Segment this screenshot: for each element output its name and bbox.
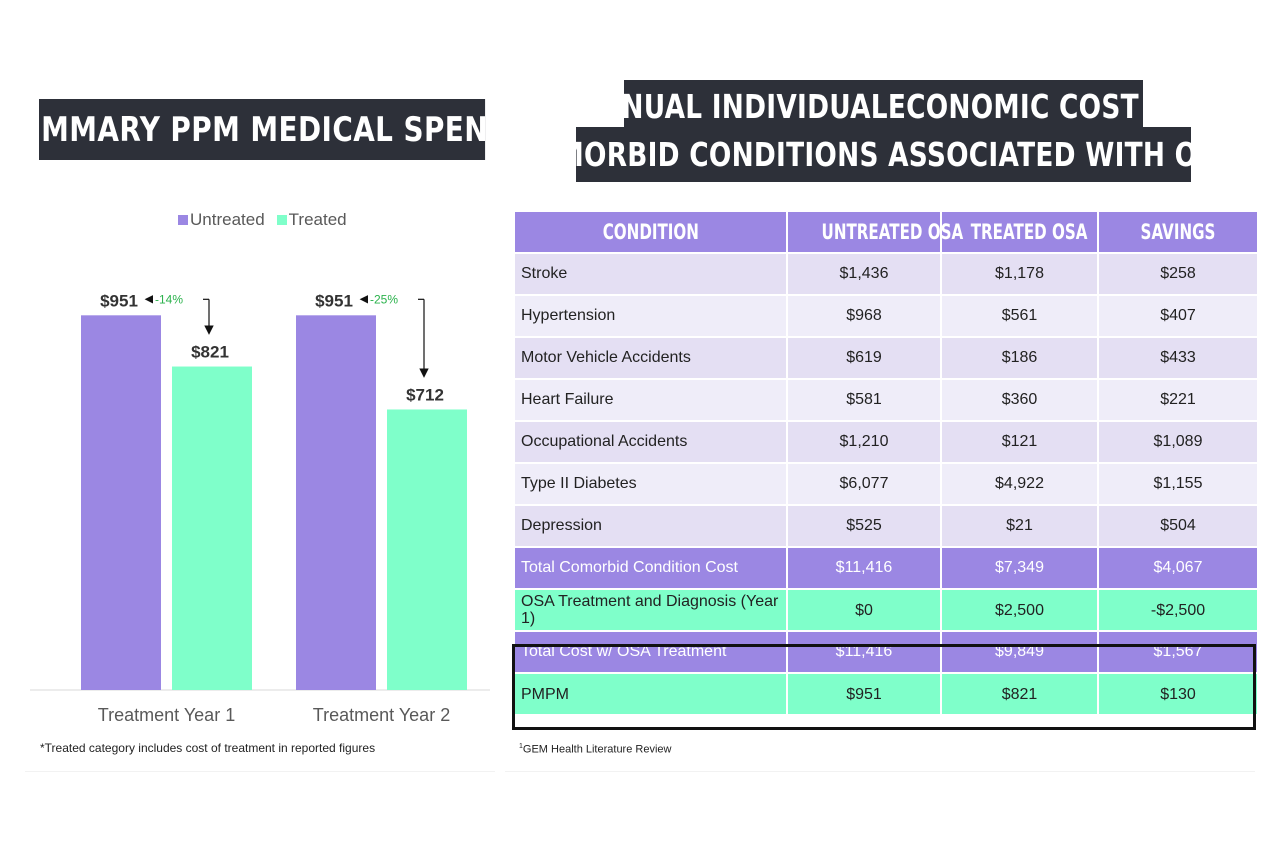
table-row-osa-treatment-and-diagnosis: OSA Treatment and Diagnosis (Year 1) $0 $2… xyxy=(513,588,1259,632)
divider xyxy=(25,771,495,772)
table-title: ANNUAL INDIVIDUALECONOMIC COST OF COMORB… xyxy=(515,80,1252,182)
table-row-stroke: Stroke $1,436 $1,178 $258 xyxy=(513,252,1259,296)
change-label-bg-2 xyxy=(367,291,401,308)
savings-cell: $221 xyxy=(1097,378,1259,422)
untreated-osa-cell: $525 xyxy=(786,504,942,548)
legend-item-untreated: Untreated xyxy=(178,210,265,230)
data-label-untreated-1: $951 xyxy=(100,291,138,310)
treated-osa-cell: $561 xyxy=(940,294,1099,338)
divider xyxy=(505,771,1255,772)
savings-cell: $1,155 xyxy=(1097,462,1259,506)
condition-cell: Occupational Accidents xyxy=(513,420,788,464)
table-row-heart-failure: Heart Failure $581 $360 $221 xyxy=(513,378,1259,422)
bar-untreated-1 xyxy=(81,315,161,690)
condition-cell: Depression xyxy=(513,504,788,548)
untreated-osa-cell: $968 xyxy=(786,294,942,338)
condition-cell: PMPM xyxy=(513,672,788,716)
bar-chart: $951 $821 -14% Treatment Year 1 $951 $712 -25%… xyxy=(30,291,490,725)
table-row-total-cost-with-osa-treatment: Total Cost w/ OSA Treatment $11,416 $9,849… xyxy=(513,630,1259,674)
bar-treated-2 xyxy=(387,409,467,690)
untreated-osa-cell: $6,077 xyxy=(786,462,942,506)
table-row-hypertension: Hypertension $968 $561 $407 xyxy=(513,294,1259,338)
savings-cell: $4,067 xyxy=(1097,546,1259,590)
treated-osa-cell: $7,349 xyxy=(940,546,1099,590)
table-title-line-1: ANNUAL INDIVIDUALECONOMIC COST OF xyxy=(578,80,1189,132)
legend-swatch-treated xyxy=(276,215,287,225)
x-tick-label-1: Treatment Year 1 xyxy=(98,705,235,725)
bar-untreated-2 xyxy=(296,315,376,690)
treated-osa-cell: $186 xyxy=(940,336,1099,380)
chart-legend: Untreated Treated xyxy=(178,210,355,230)
change-label-1: -14% xyxy=(155,292,183,306)
cost-table: CONDITION UNTREATED OSA TREATED OSA SAVI… xyxy=(513,210,1259,716)
table-row-motor-vehicle-accidents: Motor Vehicle Accidents $619 $186 $433 xyxy=(513,336,1259,380)
condition-cell: Heart Failure xyxy=(513,378,788,422)
savings-cell: $130 xyxy=(1097,672,1259,716)
savings-cell: $407 xyxy=(1097,294,1259,338)
savings-cell: $258 xyxy=(1097,252,1259,296)
x-tick-label-2: Treatment Year 2 xyxy=(313,705,450,725)
table-row-total-comorbid-condition-cost: Total Comorbid Condition Cost $11,416 $7,3… xyxy=(513,546,1259,590)
treated-osa-cell: $1,178 xyxy=(940,252,1099,296)
change-label-2: -25% xyxy=(370,292,398,306)
untreated-osa-cell: $11,416 xyxy=(786,630,942,674)
savings-cell: $504 xyxy=(1097,504,1259,548)
source-footnote: 1GEM Health Literature Review xyxy=(519,743,672,756)
change-label-bg-1 xyxy=(152,291,186,308)
table-row-type-ii-diabetes: Type II Diabetes $6,077 $4,922 $1,155 xyxy=(513,462,1259,506)
condition-cell: Total Cost w/ OSA Treatment xyxy=(513,630,788,674)
treated-osa-cell: $2,500 xyxy=(940,588,1099,632)
treated-osa-cell: $9,849 xyxy=(940,630,1099,674)
data-label-untreated-2: $951 xyxy=(315,291,353,310)
untreated-osa-cell: $11,416 xyxy=(786,546,942,590)
data-label-treated-1: $821 xyxy=(191,343,229,362)
legend-swatch-untreated xyxy=(178,215,188,225)
untreated-osa-cell: $1,436 xyxy=(786,252,942,296)
legend-item-treated: Treated xyxy=(276,210,347,230)
savings-cell: -$2,500 xyxy=(1097,588,1259,632)
column-header-savings: SAVINGS xyxy=(1097,210,1259,254)
condition-cell: Motor Vehicle Accidents xyxy=(513,336,788,380)
untreated-osa-cell: $619 xyxy=(786,336,942,380)
savings-cell: $1,089 xyxy=(1097,420,1259,464)
untreated-osa-cell: $951 xyxy=(786,672,942,716)
treated-osa-cell: $21 xyxy=(940,504,1099,548)
condition-cell: Stroke xyxy=(513,252,788,296)
table-header-row: CONDITION UNTREATED OSA TREATED OSA SAVI… xyxy=(513,210,1259,254)
table-row-pmpm: PMPM $951 $821 $130 xyxy=(513,672,1259,716)
untreated-osa-cell: $0 xyxy=(786,588,942,632)
treated-osa-cell: $4,922 xyxy=(940,462,1099,506)
untreated-osa-cell: $581 xyxy=(786,378,942,422)
bar-treated-1 xyxy=(172,366,252,690)
condition-cell: Total Comorbid Condition Cost xyxy=(513,546,788,590)
column-header-condition: CONDITION xyxy=(513,210,788,254)
savings-cell: $1,567 xyxy=(1097,630,1259,674)
condition-cell: OSA Treatment and Diagnosis (Year 1) xyxy=(513,588,788,632)
condition-cell: Type II Diabetes xyxy=(513,462,788,506)
treated-osa-cell: $121 xyxy=(940,420,1099,464)
table-row-depression: Depression $525 $21 $504 xyxy=(513,504,1259,548)
chart-title: SUMMARY PPM MEDICAL SPEND* xyxy=(0,99,526,160)
condition-cell: Hypertension xyxy=(513,294,788,338)
table-title-line-2: COMORBID CONDITIONS ASSOCIATED WITH OSA 1 xyxy=(515,127,1252,182)
table-row-occupational-accidents: Occupational Accidents $1,210 $121 $1,089 xyxy=(513,420,1259,464)
treated-osa-cell: $821 xyxy=(940,672,1099,716)
untreated-osa-cell: $1,210 xyxy=(786,420,942,464)
column-header-treated-osa: TREATED OSA xyxy=(940,210,1099,254)
column-header-untreated-osa: UNTREATED OSA xyxy=(786,210,963,254)
title-footnote-marker: 1 xyxy=(1243,137,1253,156)
data-label-treated-2: $712 xyxy=(406,385,444,404)
savings-cell: $433 xyxy=(1097,336,1259,380)
chart-footnote: *Treated category includes cost of treat… xyxy=(40,741,376,755)
treated-osa-cell: $360 xyxy=(940,378,1099,422)
